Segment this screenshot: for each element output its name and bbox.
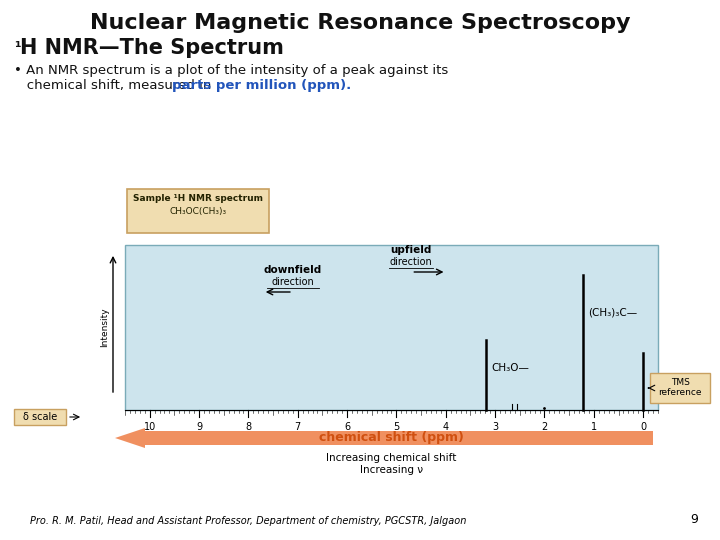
Text: parts per million (ppm).: parts per million (ppm).	[172, 79, 351, 92]
Text: • An NMR spectrum is a plot of the intensity of a peak against its: • An NMR spectrum is a plot of the inten…	[14, 64, 449, 77]
Text: 4: 4	[443, 422, 449, 432]
Bar	[125, 245, 658, 410]
Text: 10: 10	[143, 422, 156, 432]
Text: chemical shift, measured in: chemical shift, measured in	[14, 79, 215, 92]
Text: 9: 9	[196, 422, 202, 432]
FancyBboxPatch shape	[14, 409, 66, 425]
Text: Pro. R. M. Patil, Head and Assistant Professor, Department of chemistry, PGCSTR,: Pro. R. M. Patil, Head and Assistant Pro…	[30, 516, 467, 526]
Text: 1: 1	[591, 422, 597, 432]
Text: 8: 8	[246, 422, 251, 432]
Text: chemical shift (ppm): chemical shift (ppm)	[319, 431, 464, 444]
Text: ¹: ¹	[14, 40, 21, 55]
FancyArrow shape	[115, 428, 653, 448]
Text: Increasing ν: Increasing ν	[360, 465, 423, 475]
Text: direction: direction	[390, 257, 433, 267]
Text: reference: reference	[659, 388, 702, 397]
Text: δ scale: δ scale	[23, 412, 57, 422]
Text: 0: 0	[640, 422, 647, 432]
Text: 7: 7	[294, 422, 301, 432]
Text: CH₃O—: CH₃O—	[491, 363, 529, 373]
Text: TMS: TMS	[671, 378, 690, 387]
Text: 9: 9	[690, 513, 698, 526]
Text: CH₃OC(CH₃)₃: CH₃OC(CH₃)₃	[169, 207, 227, 216]
Text: H NMR—The Spectrum: H NMR—The Spectrum	[20, 38, 284, 58]
Text: 6: 6	[344, 422, 350, 432]
Text: upfield: upfield	[391, 245, 432, 255]
Text: direction: direction	[271, 277, 314, 287]
Text: 2: 2	[541, 422, 548, 432]
Text: downfield: downfield	[264, 265, 322, 275]
Text: Sample ¹H NMR spectrum: Sample ¹H NMR spectrum	[133, 194, 263, 203]
FancyBboxPatch shape	[650, 373, 710, 403]
FancyBboxPatch shape	[127, 189, 269, 233]
Text: Intensity: Intensity	[101, 308, 109, 347]
Text: (CH₃)₃C—: (CH₃)₃C—	[588, 308, 637, 318]
Text: Increasing chemical shift: Increasing chemical shift	[326, 453, 456, 463]
Text: Nuclear Magnetic Resonance Spectroscopy: Nuclear Magnetic Resonance Spectroscopy	[90, 13, 630, 33]
Text: 3: 3	[492, 422, 498, 432]
Text: 5: 5	[393, 422, 400, 432]
